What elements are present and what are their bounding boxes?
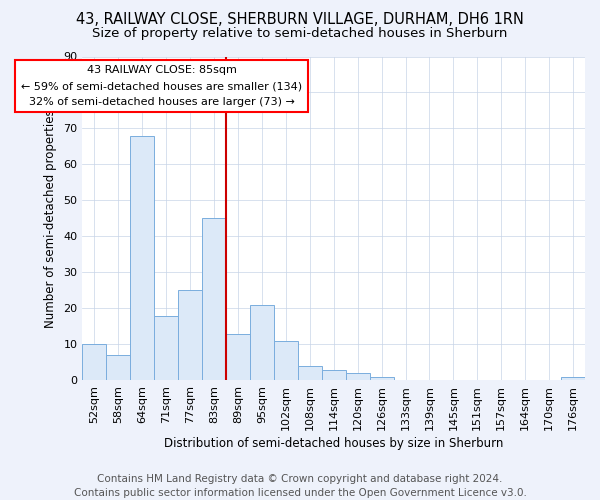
- Bar: [274, 340, 298, 380]
- Bar: [250, 305, 274, 380]
- Bar: [298, 366, 322, 380]
- Bar: [154, 316, 178, 380]
- Bar: [106, 355, 130, 380]
- Text: 43 RAILWAY CLOSE: 85sqm
← 59% of semi-detached houses are smaller (134)
32% of s: 43 RAILWAY CLOSE: 85sqm ← 59% of semi-de…: [21, 66, 302, 106]
- Bar: [130, 136, 154, 380]
- Text: Size of property relative to semi-detached houses in Sherburn: Size of property relative to semi-detach…: [92, 28, 508, 40]
- Bar: [202, 218, 226, 380]
- Bar: [346, 373, 370, 380]
- Bar: [370, 376, 394, 380]
- Bar: [178, 290, 202, 380]
- Text: Contains HM Land Registry data © Crown copyright and database right 2024.
Contai: Contains HM Land Registry data © Crown c…: [74, 474, 526, 498]
- Text: 43, RAILWAY CLOSE, SHERBURN VILLAGE, DURHAM, DH6 1RN: 43, RAILWAY CLOSE, SHERBURN VILLAGE, DUR…: [76, 12, 524, 28]
- Y-axis label: Number of semi-detached properties: Number of semi-detached properties: [44, 109, 56, 328]
- Bar: [226, 334, 250, 380]
- Bar: [322, 370, 346, 380]
- Bar: [82, 344, 106, 380]
- X-axis label: Distribution of semi-detached houses by size in Sherburn: Distribution of semi-detached houses by …: [164, 437, 503, 450]
- Bar: [561, 376, 585, 380]
